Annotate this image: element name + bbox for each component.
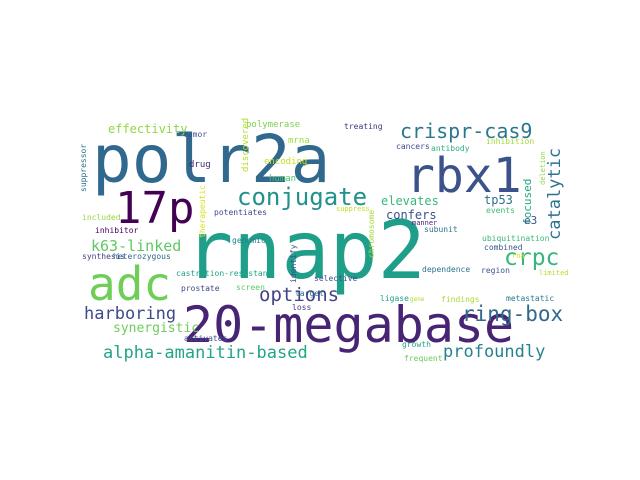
cloud-word: drug	[189, 160, 211, 170]
cloud-word: suppress	[336, 205, 370, 213]
cloud-word: 17p	[115, 183, 194, 234]
cloud-word: adc	[88, 257, 171, 311]
cloud-word: k63-linked	[91, 237, 181, 255]
cloud-word: tp53	[484, 193, 513, 207]
cloud-word: inhibition	[486, 137, 534, 146]
cloud-word: harboring	[84, 304, 176, 324]
cloud-word: activates	[184, 334, 228, 343]
cloud-word: treating	[344, 122, 383, 131]
cloud-word: heterozygous	[113, 252, 171, 261]
cloud-word: subunit	[424, 225, 458, 234]
cloud-word: elevates	[381, 194, 439, 208]
cloud-word: focused	[521, 179, 534, 225]
cloud-word: alpha-amanitin-based	[103, 343, 308, 363]
cloud-word: conjugate	[237, 183, 367, 211]
cloud-word: profoundly	[443, 342, 545, 362]
cloud-word: polymerase	[246, 120, 300, 130]
cloud-word: included	[82, 213, 121, 222]
cloud-word: crpc	[504, 245, 559, 271]
cloud-word: crispr-cas9	[400, 119, 532, 143]
cloud-word: target	[295, 289, 324, 298]
cloud-word: genomic	[232, 236, 266, 245]
cloud-word: discovered	[241, 118, 251, 172]
cloud-word: options	[259, 284, 339, 306]
cloud-word: tumor	[183, 130, 207, 139]
cloud-word: mrna	[288, 136, 310, 146]
cloud-word: human	[269, 174, 296, 184]
cloud-word: polr2a	[92, 121, 330, 198]
cloud-word: rna	[512, 252, 525, 260]
cloud-word: synergistic	[113, 321, 199, 336]
cloud-word: growth	[402, 340, 431, 349]
cloud-word: antibody	[431, 144, 470, 153]
cloud-word: rbx1	[406, 148, 522, 204]
cloud-word: manner	[412, 219, 437, 227]
cloud-word: combined	[484, 243, 523, 252]
cloud-word: suppressor	[79, 144, 88, 192]
cloud-word: metastatic	[506, 294, 554, 303]
cloud-word: frequent	[404, 354, 443, 363]
cloud-word: synthesis	[82, 252, 126, 261]
cloud-word: loss	[292, 303, 311, 312]
cloud-word: e3	[524, 214, 537, 227]
cloud-word: cancers	[396, 142, 430, 151]
cloud-word: ubiquitination	[482, 234, 550, 243]
cloud-word: rnap2	[185, 204, 426, 297]
cloud-word: identify	[289, 244, 298, 283]
cloud-word: events	[486, 206, 515, 215]
cloud-word: deletion	[539, 151, 547, 185]
cloud-word: confers	[386, 208, 437, 222]
cloud-word: selective	[314, 274, 358, 283]
cloud-word: dependence	[422, 265, 470, 274]
cloud-word: 20-megabase	[183, 296, 514, 354]
cloud-word: ligase	[380, 294, 409, 303]
cloud-word: limited	[539, 269, 569, 277]
cloud-word: inhibitor	[95, 226, 139, 235]
cloud-word: therapeutic	[198, 185, 207, 238]
cloud-word: chromosome	[367, 210, 376, 258]
cloud-word: ring-box	[462, 302, 563, 326]
cloud-word: region	[481, 266, 510, 275]
cloud-word: castration-resistant	[176, 269, 273, 278]
cloud-word: encoding	[264, 157, 307, 167]
cloud-word: potentiates	[214, 208, 267, 217]
cloud-word: gene	[410, 296, 425, 303]
cloud-word: prostate	[181, 284, 220, 293]
cloud-word: effectivity	[108, 122, 187, 136]
cloud-word: screen	[236, 283, 265, 292]
cloud-word: findings	[441, 295, 480, 304]
cloud-word: catalytic	[545, 148, 565, 240]
